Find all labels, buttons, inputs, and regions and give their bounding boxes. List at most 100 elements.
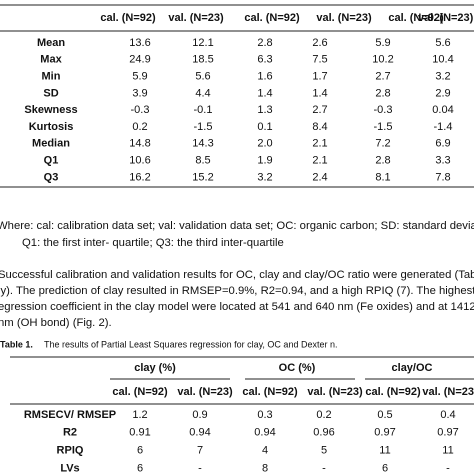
cell: 5.6 [195,71,210,83]
cell: 1.6 [257,71,272,83]
row-label: SD [43,87,58,99]
cell: 4 [262,445,268,457]
cell: 15.2 [192,171,213,183]
row-label: Median [32,138,70,150]
footnote: Q1: the first inter- quartile; Q3: the t… [22,237,284,249]
cell: 2.7 [375,71,390,83]
cell: - [198,462,202,474]
cell: 8.1 [375,171,390,183]
cell: 0.2 [132,121,147,133]
cell: 14.8 [129,138,150,150]
cell: 0.04 [432,104,453,116]
cell: 10.4 [432,54,453,66]
cell: -0.3 [131,104,150,116]
column-header: cal. (N=92) [388,12,444,24]
cell: 8 [262,462,268,474]
cell: 16.2 [129,171,150,183]
cell: 2.8 [375,155,390,167]
cell: 7 [197,445,203,457]
cell: 0.97 [437,427,458,439]
cell: -0.3 [374,104,393,116]
cell: 7.5 [312,54,327,66]
row-label: RMSECV/ RMSEP [24,409,116,421]
cell: 3.9 [132,87,147,99]
cell: -0.1 [194,104,213,116]
cell: 4.4 [195,87,210,99]
cell: 0.3 [257,409,272,421]
cell: 2.1 [312,138,327,150]
cell: 0.4 [440,409,455,421]
column-header: val. (N=23) [418,12,474,24]
paragraph-line: ly). The prediction of clay resulted in … [0,285,474,297]
row-label: RPIQ [57,445,84,457]
column-header: val. (N=23) [168,12,224,24]
cell: 0.5 [377,409,392,421]
cell: - [446,462,450,474]
cell: 1.7 [312,71,327,83]
cell: 7.8 [435,171,450,183]
cell: 2.4 [312,171,327,183]
table-caption: The results of Partial Least Squares reg… [44,339,337,349]
cell: 1.4 [257,87,272,99]
cell: 0.94 [189,427,210,439]
cell: 2.8 [257,37,272,49]
column-header: val. (N=23) [422,386,474,398]
cell: 6.9 [435,138,450,150]
cell: 14.3 [192,138,213,150]
column-header: cal. (N=92) [100,12,156,24]
cell: 3.3 [435,155,450,167]
cell: 0.2 [316,409,331,421]
row-label: Max [40,54,62,66]
cell: 3.2 [435,71,450,83]
cell: 1.4 [312,87,327,99]
cell: 7.2 [375,138,390,150]
cell: 2.9 [435,87,450,99]
column-header: val. (N=23) [307,386,363,398]
cell: -1.4 [434,121,453,133]
group-header: clay (%) [134,362,176,374]
column-header: cal. (N=92) [244,12,300,24]
cell: 6 [137,462,143,474]
cell: 3.2 [257,171,272,183]
cell: 0.94 [254,427,275,439]
group-header: clay/OC [392,362,433,374]
cell: 11 [442,445,453,457]
row-label: Mean [37,37,65,49]
cell: 10.6 [129,155,150,167]
row-label: Q3 [44,171,59,183]
cell: 12.1 [192,37,213,49]
cell: 1.9 [257,155,272,167]
cell: 5.6 [435,37,450,49]
cell: 0.9 [192,409,207,421]
cell: 6.3 [257,54,272,66]
cell: 6 [137,445,143,457]
footnote: Where: cal: calibration data set; val: v… [0,220,474,232]
cell: 10.2 [372,54,393,66]
cell: 8.4 [312,121,327,133]
cell: - [322,462,326,474]
cell: 1.2 [132,409,147,421]
cell: 13.6 [129,37,150,49]
cell: 5.9 [132,71,147,83]
cell: 1.3 [257,104,272,116]
cell: 0.1 [257,121,272,133]
row-label: R2 [63,427,77,439]
cell: 5.9 [375,37,390,49]
row-label: Q1 [44,155,59,167]
cell: 0.97 [374,427,395,439]
cell: 2.1 [312,155,327,167]
cell: 24.9 [129,54,150,66]
column-header: val. (N=23) [316,12,372,24]
cell: 2.7 [312,104,327,116]
group-header: OC (%) [279,362,316,374]
cell: 0.91 [129,427,150,439]
cell: 8.5 [195,155,210,167]
row-label: LVs [60,462,79,474]
cell: 0.96 [313,427,334,439]
cell: 2.8 [375,87,390,99]
cell: 2.0 [257,138,272,150]
column-header: cal. (N=92) [112,386,168,398]
cell: -1.5 [374,121,393,133]
column-header: val. (N=23) [177,386,233,398]
